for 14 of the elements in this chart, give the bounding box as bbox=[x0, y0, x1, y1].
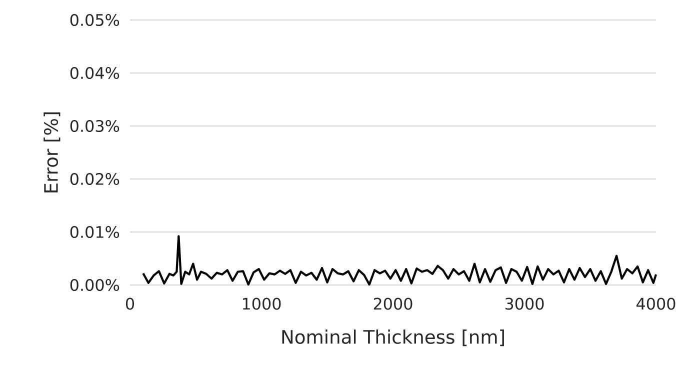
x-tick-label: 2000 bbox=[374, 298, 412, 310]
y-tick-label: 0.03% bbox=[70, 120, 120, 132]
y-axis-title: Error [%] bbox=[44, 112, 60, 192]
y-tick-label: 0.05% bbox=[70, 14, 120, 26]
x-axis-title: Nominal Thickness [nm] bbox=[282, 330, 504, 346]
x-tick-label: 3000 bbox=[505, 298, 544, 310]
line-series bbox=[142, 235, 658, 286]
y-tick-label: 0.04% bbox=[70, 66, 120, 80]
x-tick-label: 0 bbox=[126, 298, 134, 310]
y-tick-label: 0.00% bbox=[70, 278, 120, 292]
y-tick-label: 0.02% bbox=[70, 172, 120, 186]
x-tick-label: 1000 bbox=[242, 298, 281, 310]
x-tick-label: 4000 bbox=[636, 298, 676, 310]
y-tick-label: 0.01% bbox=[70, 226, 120, 238]
